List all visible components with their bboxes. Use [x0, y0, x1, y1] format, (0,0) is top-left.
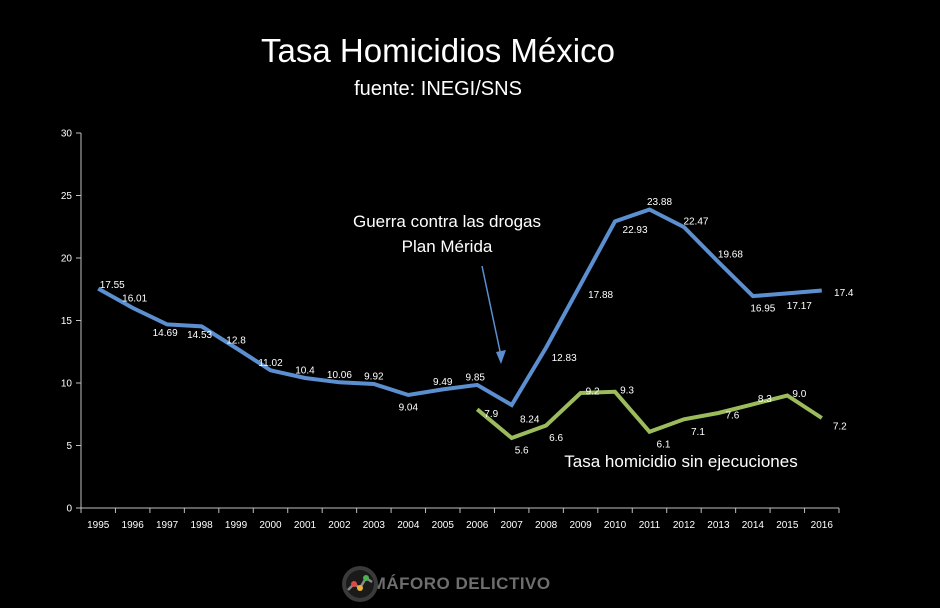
annotation-text: Plan Mérida: [402, 237, 493, 256]
x-tick-label: 1997: [156, 520, 179, 531]
x-tick-label: 2012: [673, 520, 696, 531]
data-label: 10.06: [327, 370, 352, 381]
annotation-text: Guerra contra las drogas: [353, 212, 541, 231]
x-tick-label: 1995: [87, 520, 110, 531]
data-label: 12.8: [226, 336, 246, 347]
x-tick-label: 2011: [639, 520, 661, 531]
x-tick-label: 2002: [328, 520, 351, 531]
x-tick-label: 1999: [225, 520, 248, 531]
x-tick-label: 2004: [397, 520, 420, 531]
data-label: 12.83: [552, 353, 577, 364]
data-label: 8.3: [758, 394, 772, 405]
data-label: 16.01: [122, 293, 147, 304]
y-tick-label: 10: [61, 379, 73, 390]
x-tick-label: 2014: [742, 520, 765, 531]
data-label: 10.4: [295, 366, 315, 377]
data-label: 11.02: [258, 358, 283, 369]
data-label: 14.69: [153, 328, 178, 339]
x-tick-label: 2015: [776, 520, 799, 531]
y-tick-label: 30: [61, 129, 73, 140]
y-tick-label: 0: [66, 504, 72, 515]
data-label: 17.17: [787, 301, 812, 312]
x-tick-label: 2006: [466, 520, 489, 531]
annotation-arrow-line: [481, 265, 502, 357]
series-line-0: [97, 207, 822, 408]
data-label: 16.95: [750, 304, 775, 315]
series-line-1: [475, 389, 823, 441]
data-label: 7.6: [725, 411, 739, 422]
line-chart: 0 5 10 15 20 25 30 1995 1996 1997 1998 1999 2000 2001…: [61, 129, 854, 532]
data-label: 17.4: [834, 288, 854, 299]
data-label: 9.0: [792, 389, 806, 400]
logo: SEMÁFORO DELICTIVO: [340, 564, 551, 604]
x-tick-label: 2008: [535, 520, 558, 531]
x-tick-label: 1996: [122, 520, 145, 531]
x-tick-label: 2010: [604, 520, 627, 531]
data-label: 22.93: [623, 225, 648, 236]
data-label: 7.9: [484, 409, 498, 420]
y-tick-label: 20: [61, 254, 73, 265]
y-tick-label: 5: [66, 441, 72, 452]
data-label: 9.3: [620, 385, 634, 396]
series-label: Tasa homicidio sin ejecuciones: [564, 452, 797, 471]
x-tick-label: 2016: [811, 520, 834, 531]
x-tick-label: 2013: [707, 520, 730, 531]
x-tick-label: 2001: [294, 520, 317, 531]
data-label: 6.6: [549, 433, 563, 444]
data-label: 9.92: [364, 372, 384, 383]
chart-subtitle: fuente: INEGI/SNS: [354, 78, 522, 100]
data-label: 5.6: [515, 446, 529, 457]
logo-text: SEMÁFORO DELICTIVO: [348, 574, 551, 593]
data-label: 17.55: [100, 280, 125, 291]
traffic-light-logo-icon: [342, 566, 378, 602]
data-label: 22.47: [683, 217, 708, 228]
data-label: 19.68: [718, 250, 743, 261]
x-tick-label: 2005: [432, 520, 455, 531]
data-label: 7.1: [691, 427, 705, 438]
data-label: 14.53: [187, 330, 212, 341]
data-label: 23.88: [647, 197, 672, 208]
annotation-arrow-head: [496, 350, 506, 364]
data-label: 9.04: [399, 403, 419, 414]
data-label: 9.2: [586, 387, 600, 398]
x-tick-label: 2009: [569, 520, 592, 531]
data-label: 17.88: [588, 290, 613, 301]
chart-title: Tasa Homicidios México: [261, 32, 615, 69]
data-label: 6.1: [657, 439, 671, 450]
x-tick-label: 2000: [259, 520, 282, 531]
data-label: 8.24: [520, 415, 540, 426]
y-tick-label: 15: [61, 316, 73, 327]
data-label: 7.2: [833, 422, 847, 433]
x-tick-label: 1998: [190, 520, 213, 531]
y-tick-label: 25: [61, 191, 73, 202]
data-label: 9.49: [433, 377, 453, 388]
x-tick-label: 2003: [363, 520, 386, 531]
x-tick-label: 2007: [501, 520, 524, 531]
data-label: 9.85: [465, 372, 485, 383]
